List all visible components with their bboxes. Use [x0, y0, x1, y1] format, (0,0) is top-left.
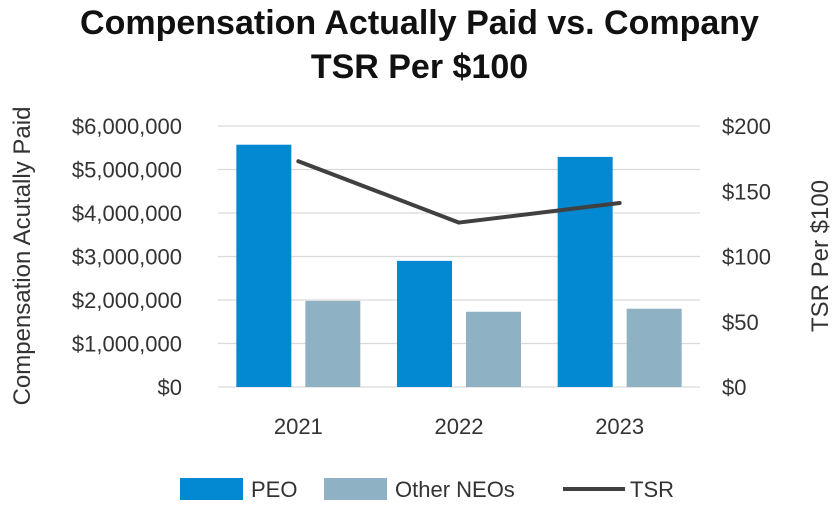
x-tick-label-2022: 2022: [435, 414, 484, 439]
bar-other-neos-2023: [626, 308, 682, 387]
bar-other-neos-2021: [305, 300, 361, 387]
bar-peo-2023: [557, 156, 613, 387]
y-left-tick-label: $5,000,000: [72, 158, 182, 183]
y-right-tick-label: $100: [722, 245, 771, 270]
y-right-tick-label: $200: [722, 114, 771, 139]
legend-label-tsr: TSR: [630, 477, 674, 502]
y-left-tick-label: $3,000,000: [72, 245, 182, 270]
y-left-tick-label: $4,000,000: [72, 201, 182, 226]
legend-swatch-peo: [180, 478, 243, 500]
x-tick-label-2023: 2023: [595, 414, 644, 439]
chart-title-line-2: TSR Per $100: [310, 48, 529, 86]
y-right-tick-label: $150: [722, 179, 771, 204]
y-left-tick-label: $1,000,000: [72, 332, 182, 357]
legend-label-other-neos: Other NEOs: [395, 477, 515, 502]
y-left-tick-label: $2,000,000: [72, 288, 182, 313]
y-right-tick-label: $0: [722, 375, 746, 400]
y-left-axis-title: Compensation Acutally Paid: [9, 107, 36, 406]
y-right-axis-title: TSR Per $100: [807, 180, 834, 332]
bar-other-neos-2022: [466, 311, 521, 387]
bar-peo-2021: [236, 144, 292, 387]
legend-label-peo: PEO: [251, 477, 297, 502]
y-right-tick-label: $50: [722, 310, 759, 335]
x-tick-label-2021: 2021: [274, 414, 323, 439]
chart-title-line-1: Compensation Actually Paid vs. Company: [80, 4, 759, 42]
y-left-tick-label: $0: [158, 375, 182, 400]
bar-peo-2022: [397, 260, 452, 387]
y-left-tick-label: $6,000,000: [72, 114, 182, 139]
legend-swatch-other-neos: [324, 478, 387, 500]
